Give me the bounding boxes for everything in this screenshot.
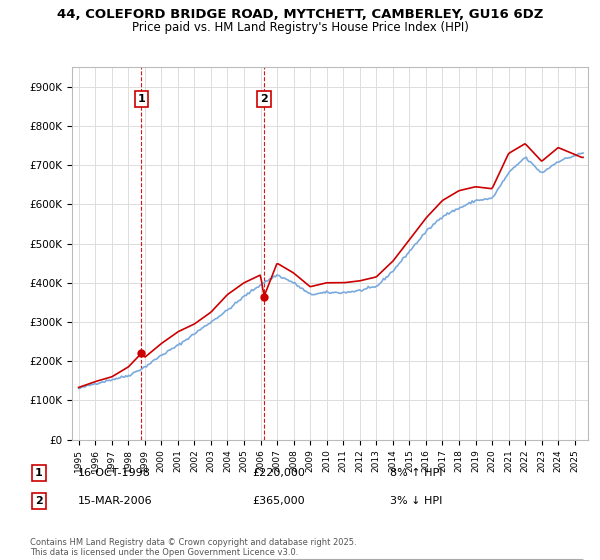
Text: 1: 1 (35, 468, 43, 478)
Text: 16-OCT-1998: 16-OCT-1998 (78, 468, 151, 478)
Text: 1: 1 (137, 94, 145, 104)
Text: 8% ↑ HPI: 8% ↑ HPI (390, 468, 443, 478)
Text: £220,000: £220,000 (252, 468, 305, 478)
Text: £365,000: £365,000 (252, 496, 305, 506)
Text: Price paid vs. HM Land Registry's House Price Index (HPI): Price paid vs. HM Land Registry's House … (131, 21, 469, 34)
Text: 3% ↓ HPI: 3% ↓ HPI (390, 496, 442, 506)
Text: 15-MAR-2006: 15-MAR-2006 (78, 496, 152, 506)
Text: 2: 2 (35, 496, 43, 506)
Legend: 44, COLEFORD BRIDGE ROAD, MYTCHETT, CAMBERLEY, GU16 6DZ (detached house), HPI: A: 44, COLEFORD BRIDGE ROAD, MYTCHETT, CAMB… (130, 558, 583, 560)
Text: Contains HM Land Registry data © Crown copyright and database right 2025.
This d: Contains HM Land Registry data © Crown c… (30, 538, 356, 557)
Text: 44, COLEFORD BRIDGE ROAD, MYTCHETT, CAMBERLEY, GU16 6DZ: 44, COLEFORD BRIDGE ROAD, MYTCHETT, CAMB… (57, 8, 543, 21)
Text: 2: 2 (260, 94, 268, 104)
